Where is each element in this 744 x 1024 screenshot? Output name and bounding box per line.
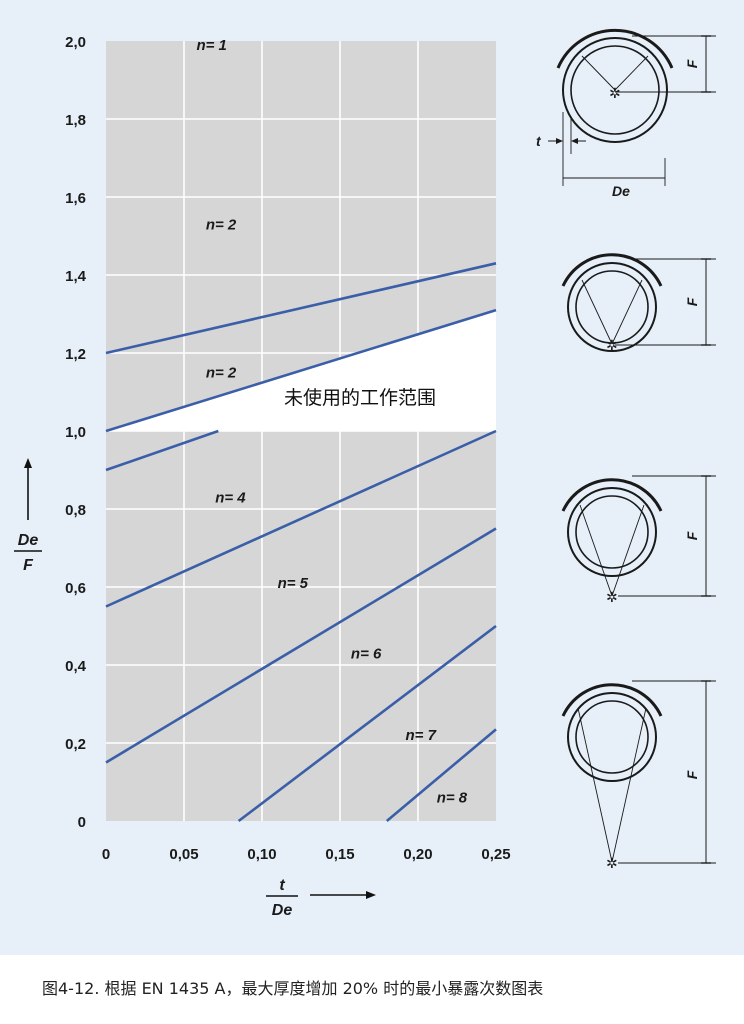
boundary-line-7 <box>385 728 497 822</box>
boundary-line-5 <box>105 527 497 764</box>
pipe-inner-circle <box>570 45 660 135</box>
boundary-line-2 <box>105 308 497 433</box>
pipe-outer-circle <box>567 487 657 577</box>
beam-line <box>611 707 647 863</box>
dimension-F-label: F <box>684 531 700 540</box>
y-tick-label: 1,8 <box>65 112 86 129</box>
x-tick-label: 0,05 <box>169 846 198 863</box>
y-axis-label: De F <box>14 458 42 574</box>
y-tick-label: 1,4 <box>65 268 87 285</box>
region-label: n= 4 <box>215 489 246 506</box>
y-tick-label: 1,0 <box>65 424 86 441</box>
y-tick-label: 0,6 <box>65 580 86 597</box>
setup-diagram-3: ✲ F <box>561 475 716 605</box>
film-arc <box>561 683 663 717</box>
unused-zone-label: 未使用的工作范围 <box>284 387 436 409</box>
x-axis-arrowhead <box>366 891 376 899</box>
pipe-inner-circle <box>575 495 649 569</box>
source-star-icon: ✲ <box>606 589 618 605</box>
region-label: n= 2 <box>206 365 237 382</box>
x-tick-label: 0,10 <box>247 846 276 863</box>
region-label: n= 5 <box>278 575 309 592</box>
beam-line <box>611 504 645 597</box>
y-tick-labels: 0 0,2 0,4 0,6 0,8 1,0 1,2 1,4 1,6 1,8 2,0 <box>65 34 87 831</box>
dimension-De-label: De <box>612 183 630 199</box>
region-label: n= 7 <box>406 727 437 744</box>
beam-line <box>581 279 613 345</box>
x-axis-label: t De <box>266 877 376 919</box>
y-axis-arrowhead <box>24 458 32 468</box>
exposure-chart-figure: 0 0,05 0,10 0,15 0,20 0,25 0 0,2 0,4 0,6 0,8 1,0 1,… <box>14 28 716 919</box>
thickness-arrowhead <box>571 138 578 144</box>
source-star-icon: ✲ <box>606 337 618 353</box>
chart-lines <box>105 262 497 823</box>
x-axis-label-denominator: De <box>272 902 293 919</box>
y-tick-label: 0 <box>78 814 86 831</box>
beam-line <box>611 279 643 345</box>
boundary-line-1 <box>105 262 497 355</box>
pipe-outer-circle <box>562 37 668 143</box>
y-axis-label-numerator: De <box>18 532 39 549</box>
pipe-inner-circle <box>575 700 649 774</box>
pipe-outer-circle <box>567 692 657 782</box>
source-star-icon: ✲ <box>609 85 621 101</box>
dimension-t-label: t <box>536 133 542 149</box>
beam-line <box>581 55 616 91</box>
x-tick-label: 0,25 <box>481 846 510 863</box>
dimension-F-label: F <box>684 770 700 779</box>
film-arc <box>561 253 663 287</box>
y-tick-label: 0,2 <box>65 736 86 753</box>
y-tick-label: 0,8 <box>65 502 86 519</box>
setup-diagram-4: ✲ F <box>561 680 716 871</box>
region-label: n= 6 <box>351 645 382 662</box>
x-axis-label-numerator: t <box>279 877 285 894</box>
film-arc <box>556 28 674 69</box>
boundary-line-3 <box>105 429 219 472</box>
beam-line <box>577 707 613 863</box>
dimension-F-label: F <box>684 297 700 306</box>
beam-line <box>579 504 613 597</box>
grid-lines <box>106 41 496 821</box>
dimension-F-label: F <box>684 59 700 68</box>
setup-diagram-2: ✲ F <box>561 253 716 353</box>
y-tick-label: 0,4 <box>65 658 87 675</box>
x-tick-label: 0 <box>102 846 110 863</box>
boundary-line-4 <box>105 429 497 608</box>
beam-line <box>614 55 649 91</box>
x-tick-label: 0,20 <box>403 846 432 863</box>
thickness-arrowhead <box>556 138 563 144</box>
source-star-icon: ✲ <box>606 855 618 871</box>
y-axis-label-denominator: F <box>23 557 34 574</box>
x-tick-labels: 0 0,05 0,10 0,15 0,20 0,25 <box>102 846 511 863</box>
y-tick-label: 1,6 <box>65 190 86 207</box>
film-arc <box>561 478 663 512</box>
setup-diagram-1: ✲ F De t <box>536 28 716 199</box>
region-label: n= 8 <box>437 790 468 807</box>
pipe-outer-circle <box>567 262 657 352</box>
region-labels: n= 1 n= 2 n= 2 n= 4 n= 5 n= 6 n= 7 n= 8 <box>196 37 467 807</box>
y-tick-label: 2,0 <box>65 34 86 51</box>
pipe-inner-circle <box>575 270 649 344</box>
boundary-line-6 <box>237 624 497 823</box>
x-tick-label: 0,15 <box>325 846 354 863</box>
region-label: n= 1 <box>196 37 226 54</box>
y-tick-label: 1,2 <box>65 346 86 363</box>
region-label: n= 2 <box>206 216 237 233</box>
figure-caption: 图4-12. 根据 EN 1435 A，最大厚度增加 20% 时的最小暴露次数图… <box>42 979 544 998</box>
